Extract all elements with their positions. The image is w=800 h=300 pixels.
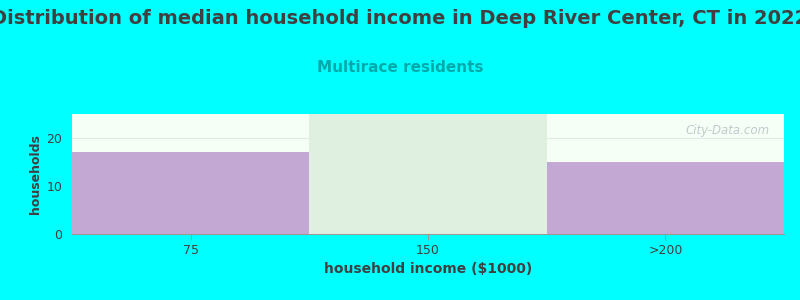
Y-axis label: households: households [30, 134, 42, 214]
X-axis label: household income ($1000): household income ($1000) [324, 262, 532, 276]
Bar [72, 152, 310, 234]
Bar [310, 114, 546, 234]
Bar [546, 162, 784, 234]
Text: City-Data.com: City-Data.com [686, 124, 770, 136]
Text: Multirace residents: Multirace residents [317, 60, 483, 75]
Text: Distribution of median household income in Deep River Center, CT in 2022: Distribution of median household income … [0, 9, 800, 28]
